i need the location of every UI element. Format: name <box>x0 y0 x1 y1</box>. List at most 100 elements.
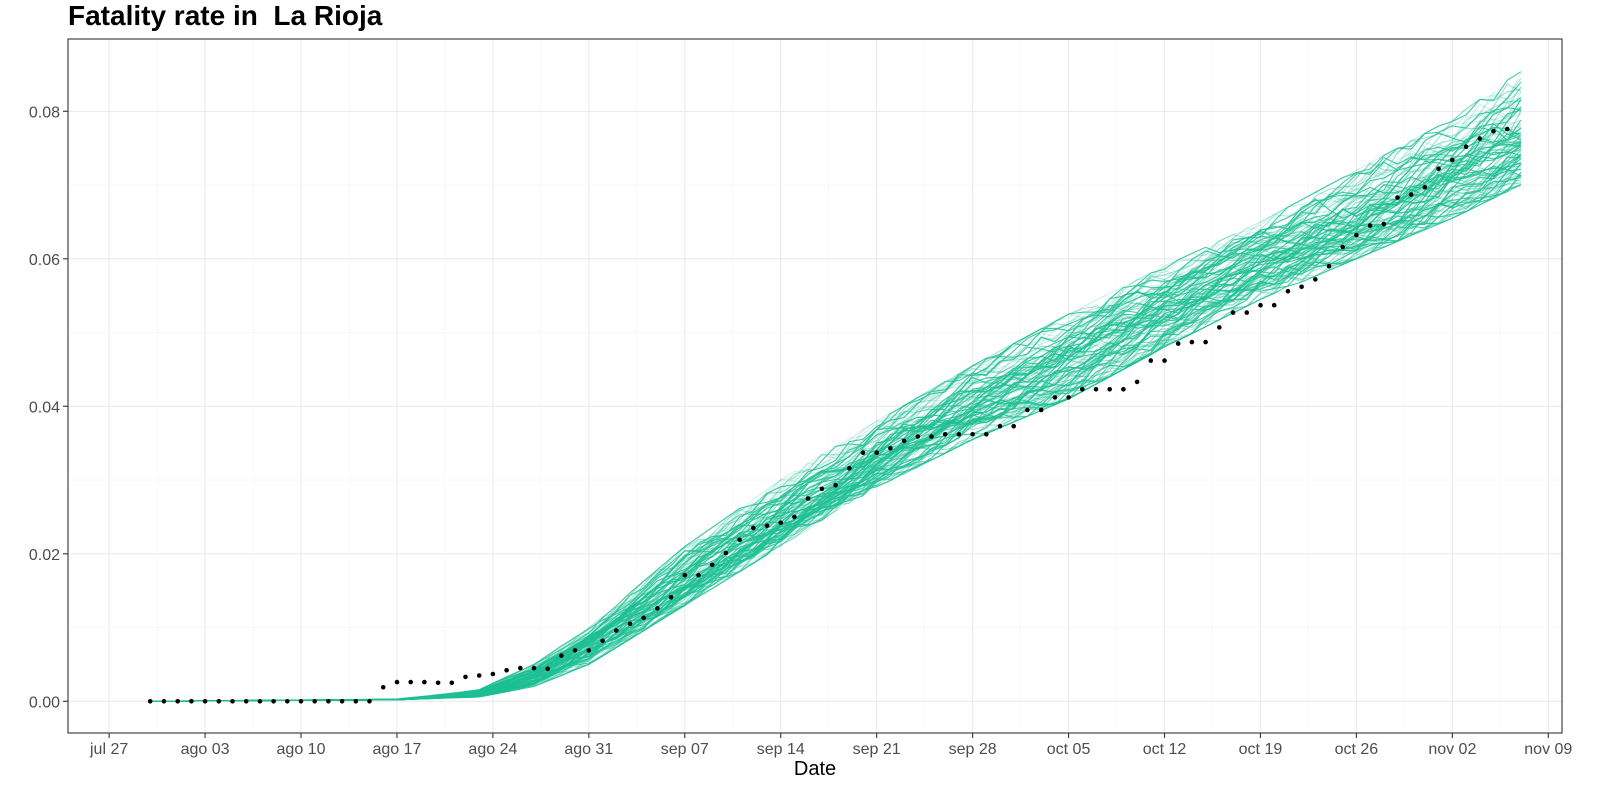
observed-point <box>243 699 249 704</box>
observed-point <box>147 699 153 704</box>
observed-point <box>1107 387 1112 392</box>
observed-point <box>1504 126 1510 132</box>
observed-point <box>874 450 879 456</box>
x-tick-label: ago 03 <box>181 741 230 758</box>
observed-point <box>1093 387 1099 392</box>
observed-point <box>216 699 222 704</box>
observed-point <box>1354 232 1359 238</box>
observed-point <box>367 699 372 704</box>
observed-point <box>888 446 893 451</box>
observed-point <box>175 699 180 704</box>
x-tick-label: oct 05 <box>1047 741 1091 758</box>
observed-point <box>1203 339 1208 345</box>
observed-point <box>463 674 468 680</box>
observed-point <box>545 666 550 672</box>
observed-point <box>1189 339 1195 345</box>
observed-point <box>709 562 715 568</box>
observed-point <box>805 496 811 501</box>
simulation-line <box>150 150 1522 702</box>
observed-point <box>1230 310 1236 315</box>
observed-point <box>696 572 701 578</box>
x-tick-label: sep 28 <box>949 741 997 758</box>
observed-point <box>298 699 304 704</box>
observed-point <box>1381 221 1387 227</box>
x-tick-label: sep 21 <box>853 741 901 758</box>
observed-point <box>449 680 455 686</box>
x-axis-title: Date <box>794 758 836 780</box>
plot-panel <box>68 39 1562 733</box>
observed-point <box>997 423 1003 429</box>
observed-point <box>422 679 427 685</box>
x-tick-label: sep 07 <box>661 741 709 758</box>
observed-point <box>942 432 948 437</box>
observed-point <box>1175 341 1181 346</box>
observed-point <box>1244 310 1250 315</box>
observed-point <box>285 699 290 704</box>
observed-point <box>847 465 852 471</box>
x-tick-label: oct 19 <box>1239 741 1283 758</box>
x-tick-label: ago 24 <box>468 741 517 758</box>
observed-point <box>1450 157 1455 163</box>
chart-title: Fatality rate in La Rioja <box>68 0 383 31</box>
observed-point <box>819 486 825 492</box>
y-axis: 0.00 0.02 0.04 0.06 0.08 <box>29 104 68 711</box>
observed-point <box>1299 284 1304 290</box>
observed-point <box>1011 423 1016 429</box>
observed-point <box>504 668 509 673</box>
observed-point <box>531 665 537 671</box>
observed-point <box>1313 277 1318 282</box>
observed-point <box>1217 325 1222 330</box>
observed-point <box>257 699 263 704</box>
observed-point <box>586 648 592 653</box>
y-tick-label: 0.00 <box>29 694 60 711</box>
y-tick-label: 0.04 <box>29 399 60 416</box>
observed-point <box>929 434 934 439</box>
plot-border <box>67 38 1563 734</box>
observed-point <box>614 628 619 633</box>
observed-point <box>655 606 660 611</box>
x-tick-label: ago 31 <box>564 741 613 758</box>
observed-point <box>435 680 441 686</box>
observed-point <box>1121 387 1126 392</box>
observed-point <box>956 432 962 437</box>
observed-point <box>1326 263 1332 269</box>
x-tick-label: nov 02 <box>1428 741 1476 758</box>
observed-point <box>339 699 345 704</box>
observed-point <box>1367 223 1373 228</box>
observed-point <box>189 699 194 704</box>
observed-point <box>394 679 400 685</box>
x-tick-label: sep 14 <box>757 741 805 758</box>
observed-point <box>230 699 235 704</box>
observed-point <box>641 615 646 621</box>
x-tick-label: nov 09 <box>1524 741 1572 758</box>
observed-point <box>572 648 578 653</box>
observed-point <box>901 438 907 444</box>
observed-point <box>1038 407 1044 413</box>
observed-point <box>1148 358 1154 363</box>
minor-gridlines <box>68 39 1562 733</box>
observed-point <box>1285 288 1291 294</box>
observed-point <box>518 665 523 671</box>
observed-point <box>668 595 674 600</box>
observed-point <box>490 671 496 677</box>
observed-point <box>792 514 797 520</box>
observed-point <box>353 699 359 704</box>
x-tick-label: ago 10 <box>277 741 326 758</box>
observed-point <box>380 685 386 690</box>
observed-point <box>1134 379 1140 385</box>
panel-border <box>67 38 1563 734</box>
observed-point <box>1162 358 1167 363</box>
observed-point <box>1408 192 1414 197</box>
observed-point <box>833 482 838 488</box>
observed-point <box>161 699 167 704</box>
observed-point <box>1080 387 1085 392</box>
observed-point <box>202 699 208 704</box>
observed-point <box>600 638 605 644</box>
observed-point <box>312 699 318 704</box>
observed-point <box>915 434 921 439</box>
observed-point <box>1066 395 1071 400</box>
panel-background <box>68 39 1562 733</box>
x-tick-label: oct 12 <box>1143 741 1187 758</box>
observed-point <box>1477 136 1483 141</box>
observed-point <box>627 621 633 627</box>
